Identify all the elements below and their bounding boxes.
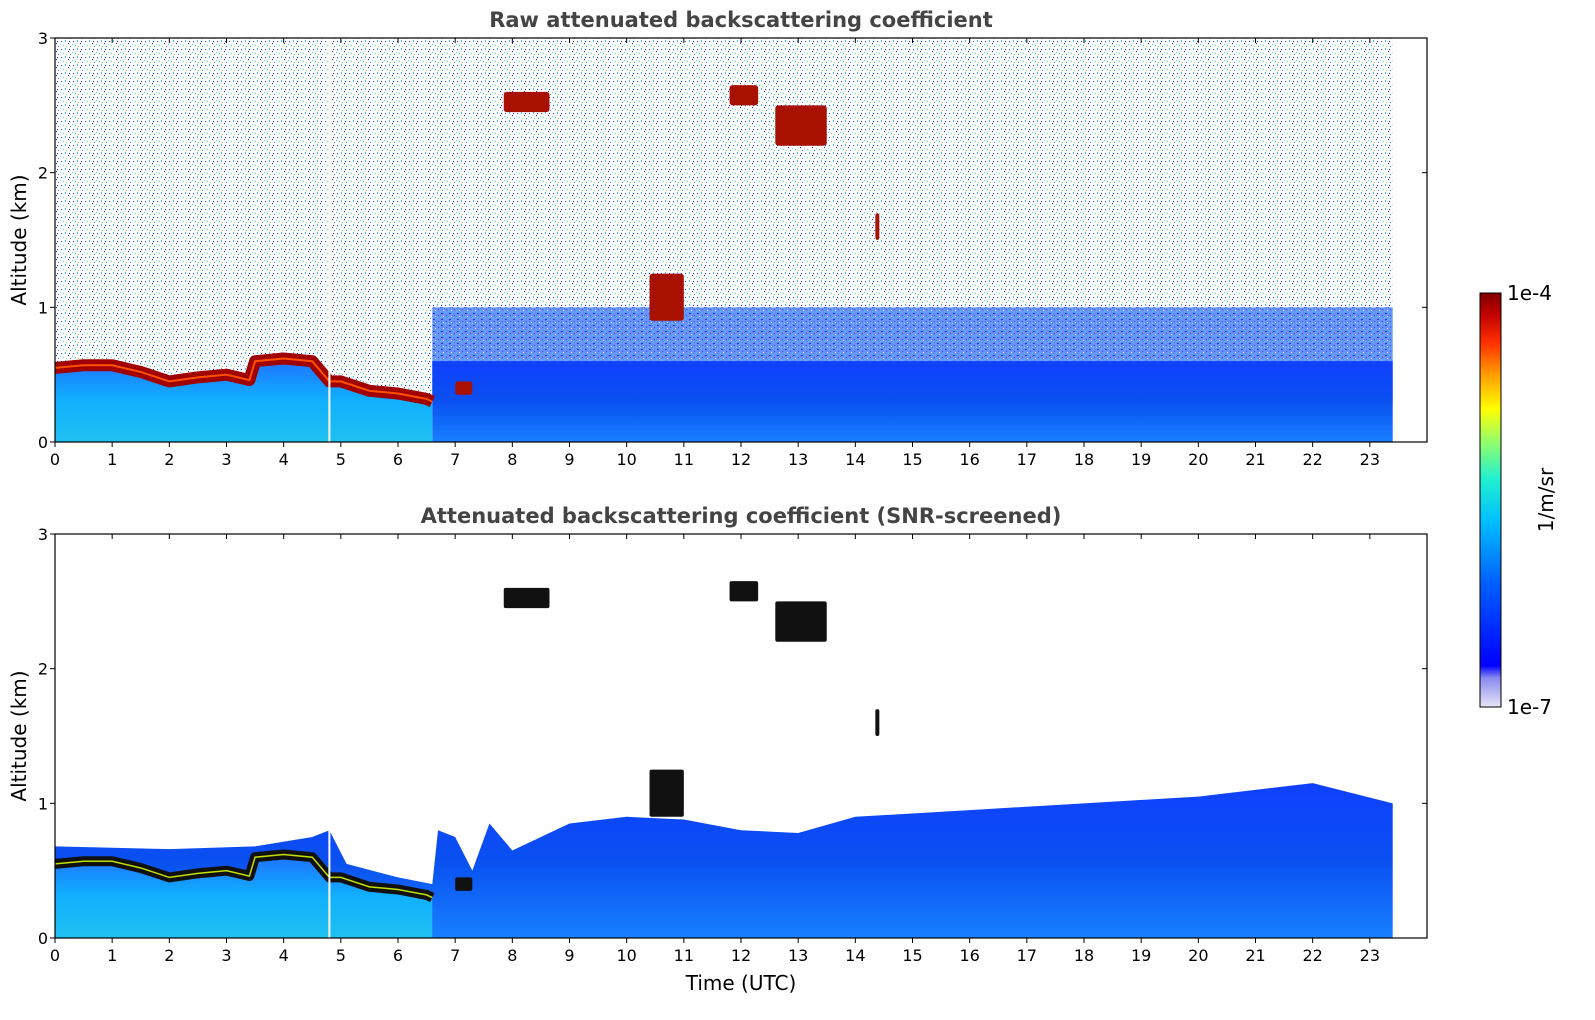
- screened-cloud-patch: [455, 877, 473, 891]
- y-tick-label: 3: [38, 525, 48, 544]
- cloud-patch: [875, 213, 880, 240]
- x-tick-label: 3: [221, 450, 231, 469]
- x-tick-label: 15: [902, 946, 922, 965]
- colorbar-min-label: 1e-7: [1507, 695, 1552, 719]
- x-tick-label: 5: [336, 450, 346, 469]
- x-tick-label: 0: [50, 946, 60, 965]
- x-tick-label: 10: [616, 450, 636, 469]
- raw-backscatter-panel: Raw attenuated backscattering coefficien…: [7, 8, 1428, 469]
- x-tick-label: 22: [1302, 946, 1322, 965]
- x-tick-label: 23: [1360, 450, 1380, 469]
- x-tick-label: 8: [507, 450, 517, 469]
- panel2-y-ticks: 0 1 2 3: [38, 525, 1427, 948]
- screened-cloud-patch: [729, 581, 759, 602]
- x-tick-label: 20: [1188, 450, 1208, 469]
- y-tick-label: 3: [38, 29, 48, 48]
- x-tick-label: 18: [1074, 946, 1094, 965]
- screened-cloud-patch: [775, 601, 827, 642]
- x-tick-label: 16: [959, 450, 979, 469]
- x-tick-label: 19: [1131, 450, 1151, 469]
- panel1-y-label: Altitude (km): [7, 174, 31, 305]
- x-tick-label: 16: [959, 946, 979, 965]
- x-tick-label: 3: [221, 946, 231, 965]
- x-tick-label: 0: [50, 450, 60, 469]
- y-tick-label: 2: [38, 660, 48, 679]
- x-tick-label: 20: [1188, 946, 1208, 965]
- raw-backscatter-field: [55, 38, 1393, 442]
- x-tick-label: 11: [674, 450, 694, 469]
- x-tick-label: 8: [507, 946, 517, 965]
- y-tick-label: 0: [38, 929, 48, 948]
- x-tick-label: 6: [393, 946, 403, 965]
- x-tick-label: 6: [393, 450, 403, 469]
- cloud-patch: [775, 105, 827, 146]
- x-tick-label: 17: [1017, 946, 1037, 965]
- x-tick-label: 2: [164, 946, 174, 965]
- cloud-patch: [455, 381, 473, 395]
- x-tick-label: 10: [616, 946, 636, 965]
- screened-fog-top-edge: [55, 853, 433, 899]
- x-tick-label: 21: [1245, 450, 1265, 469]
- x-tick-label: 19: [1131, 946, 1151, 965]
- x-tick-label: 18: [1074, 450, 1094, 469]
- cloud-patch: [503, 91, 550, 113]
- x-tick-label: 12: [731, 450, 751, 469]
- x-tick-label: 14: [845, 450, 865, 469]
- x-tick-label: 13: [788, 946, 808, 965]
- x-tick-label: 11: [674, 946, 694, 965]
- x-tick-label: 12: [731, 946, 751, 965]
- y-tick-label: 2: [38, 164, 48, 183]
- x-tick-label: 1: [107, 946, 117, 965]
- x-tick-label: 23: [1360, 946, 1380, 965]
- y-tick-label: 0: [38, 433, 48, 452]
- x-tick-label: 14: [845, 946, 865, 965]
- x-tick-label: 9: [564, 946, 574, 965]
- cloud-patch: [649, 273, 684, 321]
- panel1-y-ticks: 0 1 2 3: [38, 29, 1427, 452]
- panel2-x-label: Time (UTC): [685, 971, 797, 995]
- boundary-layer-band: [432, 361, 1393, 442]
- y-tick-label: 1: [38, 794, 48, 813]
- panel2-x-ticks: 0 1 2 3 4 5 6 7 8 9 10 11 12 13 14 15 16 17 18 19 20 21 22 23: [50, 534, 1380, 965]
- colorbar-unit-label: 1/m/sr: [1534, 467, 1558, 532]
- screened-cloud-patch: [649, 769, 684, 817]
- x-tick-label: 4: [279, 450, 289, 469]
- screened-cloud-patch: [503, 587, 550, 609]
- x-tick-label: 21: [1245, 946, 1265, 965]
- x-tick-label: 5: [336, 946, 346, 965]
- x-tick-label: 1: [107, 450, 117, 469]
- x-tick-label: 2: [164, 450, 174, 469]
- snr-screened-panel: Attenuated backscattering coefficient (S…: [7, 504, 1428, 995]
- screened-cloud-patch: [875, 709, 880, 736]
- y-tick-label: 1: [38, 298, 48, 317]
- x-tick-label: 7: [450, 450, 460, 469]
- panel1-x-ticks: 0 1 2 3 4 5 6 7 8 9 10 11 12 13 14 15 16 17 18 19 20 21 22 23: [50, 38, 1380, 469]
- x-tick-label: 7: [450, 946, 460, 965]
- colorbar-max-label: 1e-4: [1507, 281, 1552, 305]
- x-tick-label: 17: [1017, 450, 1037, 469]
- x-tick-label: 4: [279, 946, 289, 965]
- x-tick-label: 13: [788, 450, 808, 469]
- panel1-title: Raw attenuated backscattering coefficien…: [489, 8, 993, 32]
- cloud-patch: [729, 85, 759, 106]
- fog-top-edge: [55, 357, 433, 403]
- screened-backscatter-field: [55, 534, 1393, 938]
- panel2-title: Attenuated backscattering coefficient (S…: [421, 504, 1062, 528]
- x-tick-label: 9: [564, 450, 574, 469]
- x-tick-label: 22: [1302, 450, 1322, 469]
- colorbar-gradient: [1479, 292, 1502, 708]
- colorbar: 1e-4 1e-7 1/m/sr: [1479, 281, 1558, 719]
- x-tick-label: 15: [902, 450, 922, 469]
- panel2-y-label: Altitude (km): [7, 670, 31, 801]
